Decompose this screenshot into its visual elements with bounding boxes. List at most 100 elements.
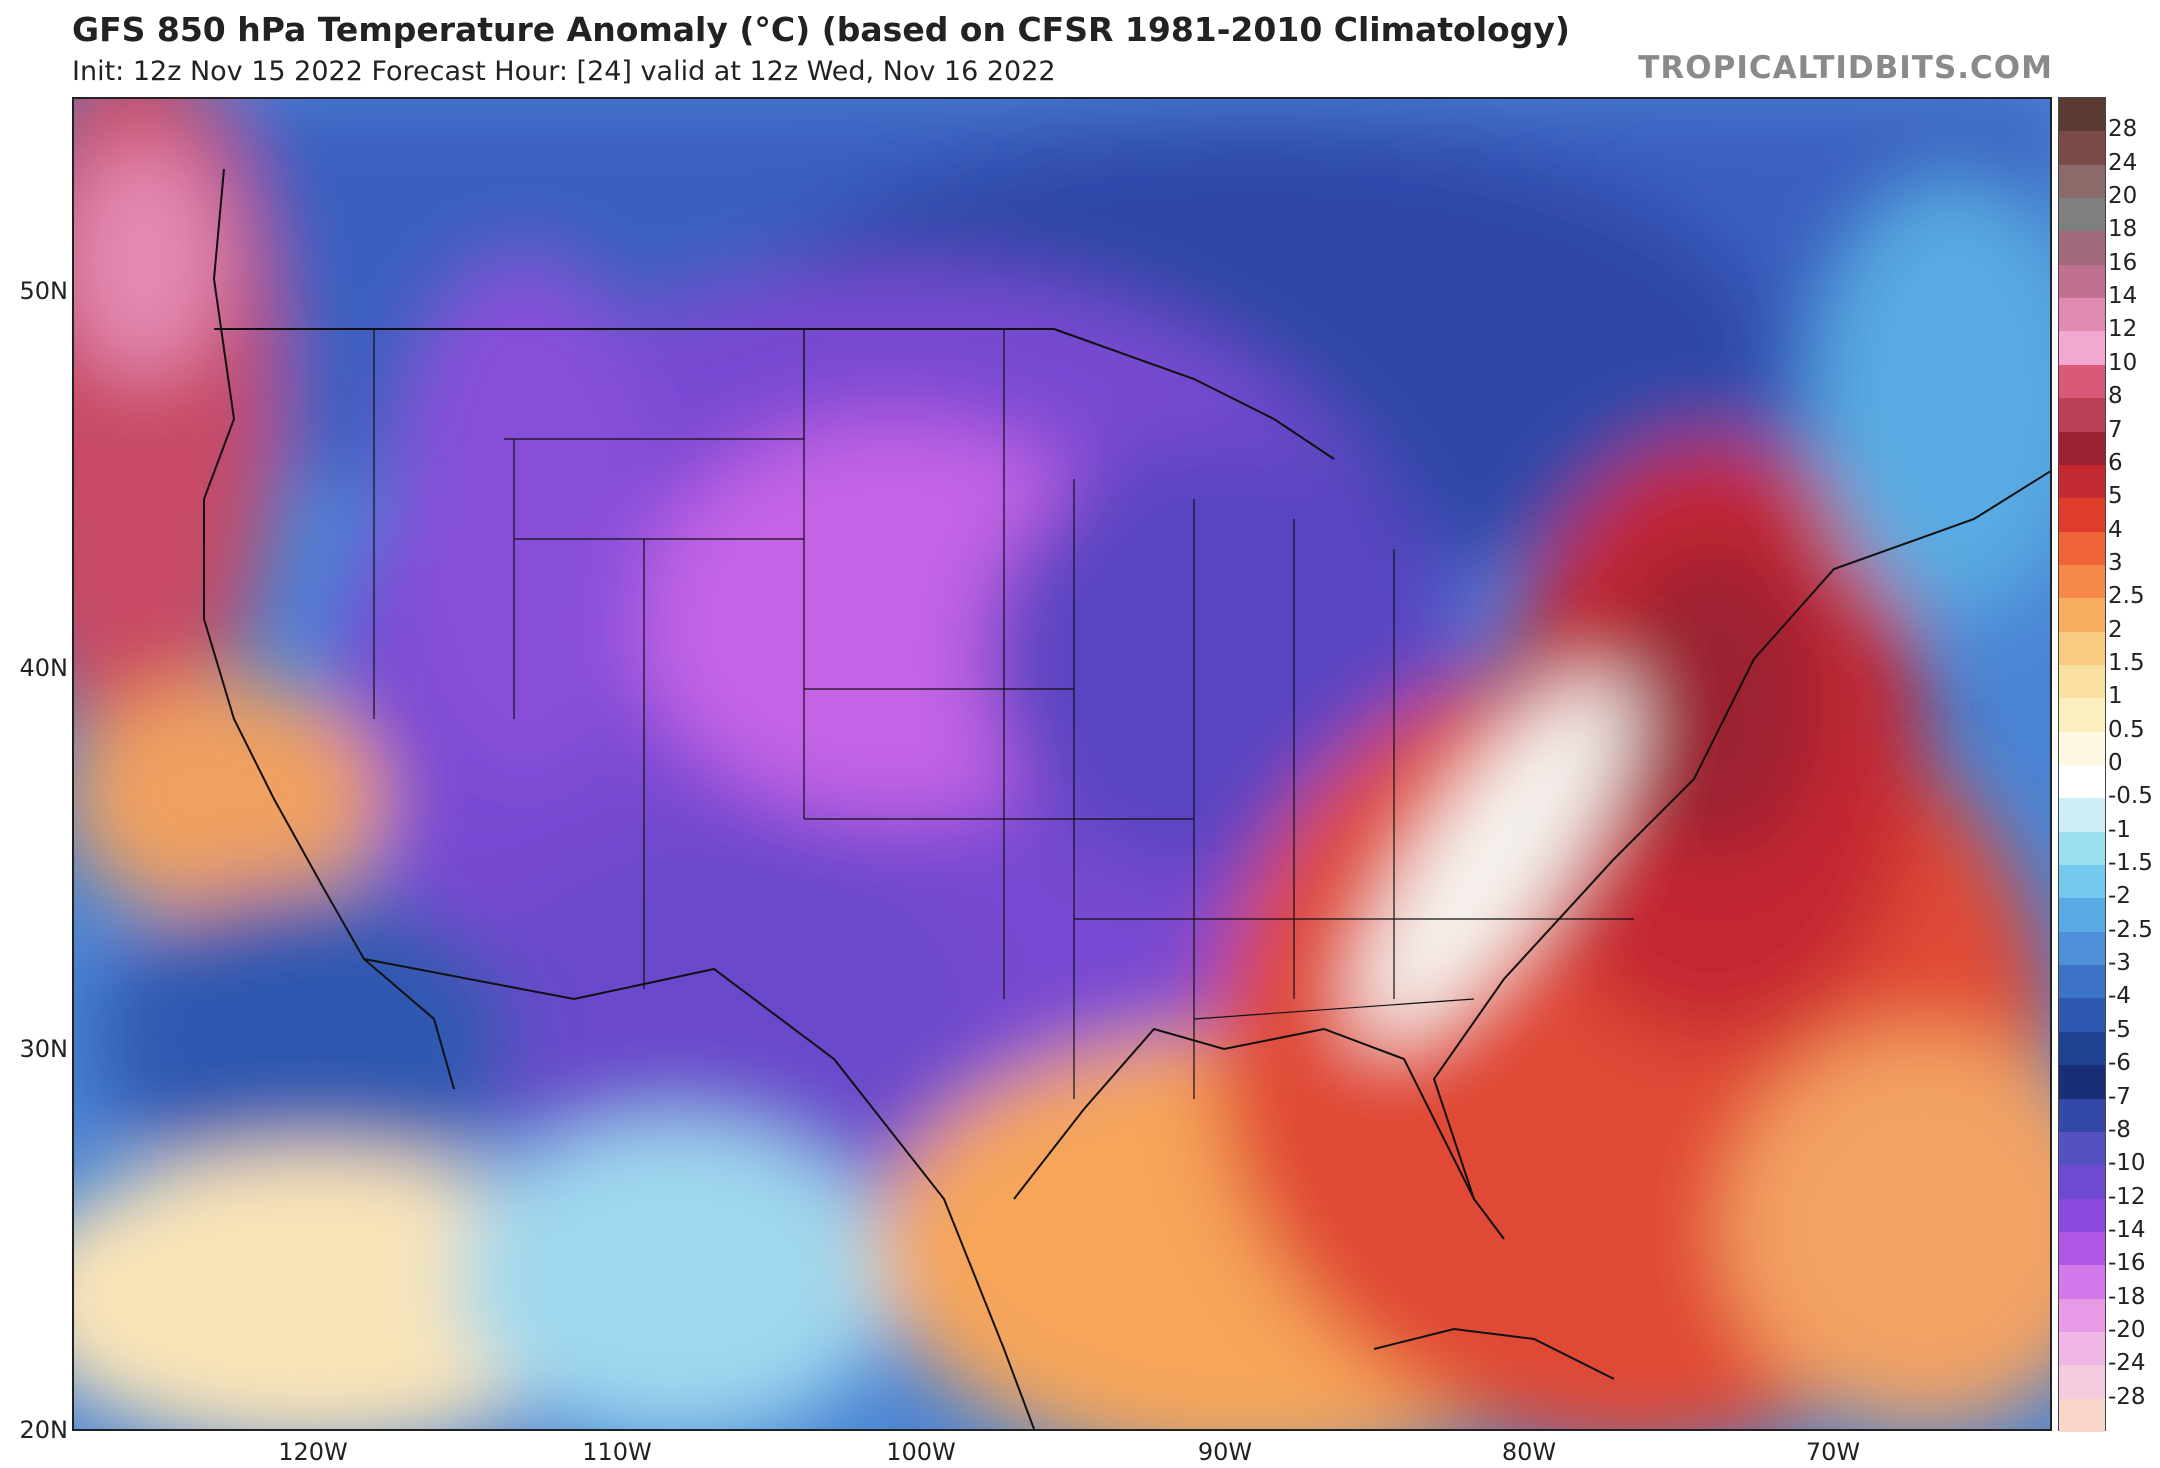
lat-label-30n: 30N: [19, 1035, 69, 1063]
colorbar-tick-label: -10: [2108, 1150, 2146, 1177]
anomaly-map: [74, 99, 2050, 1429]
colorbar-tick-label: 1.5: [2108, 649, 2145, 676]
colorbar-tick-label: -4: [2108, 983, 2131, 1010]
lon-label-80w: 80W: [1501, 1438, 1557, 1466]
colorbar-swatch: [2059, 1065, 2105, 1099]
colorbar-swatch: [2059, 798, 2105, 833]
colorbar-tick-label: -6: [2108, 1050, 2131, 1077]
colorbar-tick-label: 7: [2108, 416, 2123, 443]
colorbar-tick-label: 18: [2108, 216, 2138, 243]
colorbar-swatch: [2059, 831, 2105, 866]
colorbar-tick-label: 14: [2108, 283, 2138, 310]
colorbar-swatch: [2059, 564, 2105, 599]
us-mexico-border: [363, 958, 1035, 1429]
colorbar-tick-label: -20: [2108, 1316, 2146, 1343]
lon-label-90w: 90W: [1197, 1438, 1253, 1466]
colorbar-tick-label: 2.5: [2108, 583, 2145, 610]
map-panel: [72, 97, 2052, 1431]
colorbar-swatch: [2059, 131, 2105, 166]
colorbar-tick-label: 10: [2108, 349, 2138, 376]
colorbar-tick-label: 16: [2108, 249, 2138, 276]
colorbar-tick-label: -1.5: [2108, 850, 2153, 877]
colorbar-tick-label: -2.5: [2108, 916, 2153, 943]
colorbar-tick-label: -18: [2108, 1283, 2146, 1310]
colorbar-tick-label: -16: [2108, 1250, 2146, 1277]
colorbar-swatch: [2059, 1298, 2105, 1333]
colorbar-swatch: [2059, 498, 2105, 533]
lon-label-100w: 100W: [886, 1438, 956, 1466]
state-borders: [373, 329, 1634, 1099]
colorbar-swatch: [2059, 931, 2105, 966]
colorbar-swatch: [2059, 264, 2105, 299]
colorbar-tick-label: 20: [2108, 183, 2138, 210]
colorbar-tick-label: 2: [2108, 616, 2123, 643]
lat-label-40n: 40N: [19, 654, 69, 682]
colorbar-swatch: [2059, 1031, 2105, 1066]
colorbar-swatch: [2059, 531, 2105, 566]
colorbar-swatch: [2059, 331, 2105, 366]
colorbar-tick-label: 3: [2108, 549, 2123, 576]
colorbar-swatch: [2059, 631, 2105, 666]
colorbar-tick-label: 5: [2108, 483, 2123, 510]
colorbar-swatch: [2059, 298, 2105, 332]
colorbar-swatch: [2059, 198, 2105, 232]
colorbar-swatch: [2059, 598, 2105, 633]
colorbar-swatch: [2059, 364, 2105, 399]
colorbar-swatch: [2059, 1131, 2105, 1166]
chart-title: GFS 850 hPa Temperature Anomaly (°C) (ba…: [72, 10, 1570, 49]
colorbar-swatch: [2059, 898, 2105, 933]
colorbar-tick-label: 6: [2108, 449, 2123, 476]
gulf-coastline: [1013, 1027, 1505, 1240]
colorbar-tick-label: -7: [2108, 1083, 2131, 1110]
cuba-outline: [1373, 1327, 1615, 1380]
colorbar-swatch: [2059, 1265, 2105, 1300]
colorbar-swatch: [2059, 1231, 2105, 1266]
colorbar-swatch: [2059, 1098, 2105, 1133]
colorbar-swatch: [2059, 1198, 2105, 1233]
lat-label-50n: 50N: [19, 277, 69, 305]
colorbar-tick-label: 0: [2108, 750, 2123, 776]
colorbar-swatch: [2059, 398, 2105, 432]
colorbar-tick-label: 12: [2108, 316, 2138, 343]
colorbar-tick-label: -5: [2108, 1016, 2131, 1043]
colorbar-tick-label: -3: [2108, 950, 2131, 977]
colorbar-tick-label: -28: [2108, 1383, 2146, 1410]
colorbar-tick-label: -12: [2108, 1183, 2146, 1210]
colorbar-tick-label: -8: [2108, 1116, 2131, 1143]
colorbar-swatch: [2059, 765, 2105, 799]
colorbar-tick-label: 24: [2108, 149, 2138, 176]
colorbar-swatch: [2059, 865, 2105, 899]
boundary-lines: [203, 168, 2050, 1429]
colorbar-tick-label: 0.5: [2108, 716, 2145, 743]
great-lakes-border: [1053, 328, 1335, 460]
colorbar-swatch: [2059, 731, 2105, 766]
colorbar-swatch: [2059, 698, 2105, 733]
colorbar-tick-label: -1: [2108, 816, 2131, 843]
lon-label-110w: 110W: [582, 1438, 652, 1466]
colorbar-swatch: [2059, 1398, 2105, 1433]
colorbar-tick-label: -24: [2108, 1350, 2146, 1377]
lat-label-20n: 20N: [19, 1416, 69, 1444]
colorbar: [2058, 97, 2106, 1433]
east-coastline: [1432, 470, 2050, 1200]
west-coastline: [203, 168, 455, 1090]
colorbar-swatch: [2059, 231, 2105, 266]
colorbar-swatch: [2059, 1331, 2105, 1366]
colorbar-swatch: [2059, 664, 2105, 699]
colorbar-tick-label: 28: [2108, 116, 2138, 143]
colorbar-swatch: [2059, 164, 2105, 199]
colorbar-tick-label: -14: [2108, 1216, 2146, 1243]
colorbar-tick-label: 8: [2108, 383, 2123, 410]
colorbar-tick-label: -0.5: [2108, 783, 2153, 810]
colorbar-tick-label: -2: [2108, 883, 2131, 910]
colorbar-swatch: [2059, 1165, 2105, 1200]
colorbar-swatch: [2059, 998, 2105, 1033]
forecast-subtitle: Init: 12z Nov 15 2022 Forecast Hour: [24…: [72, 56, 1056, 87]
anomaly-field: [74, 99, 2050, 1429]
colorbar-swatch: [2059, 98, 2105, 132]
lon-label-120w: 120W: [278, 1438, 348, 1466]
colorbar-swatch: [2059, 431, 2105, 466]
lon-label-70w: 70W: [1805, 1438, 1861, 1466]
colorbar-tick-label: 1: [2108, 683, 2123, 710]
watermark: TROPICALTIDBITS.COM: [1638, 50, 2053, 86]
